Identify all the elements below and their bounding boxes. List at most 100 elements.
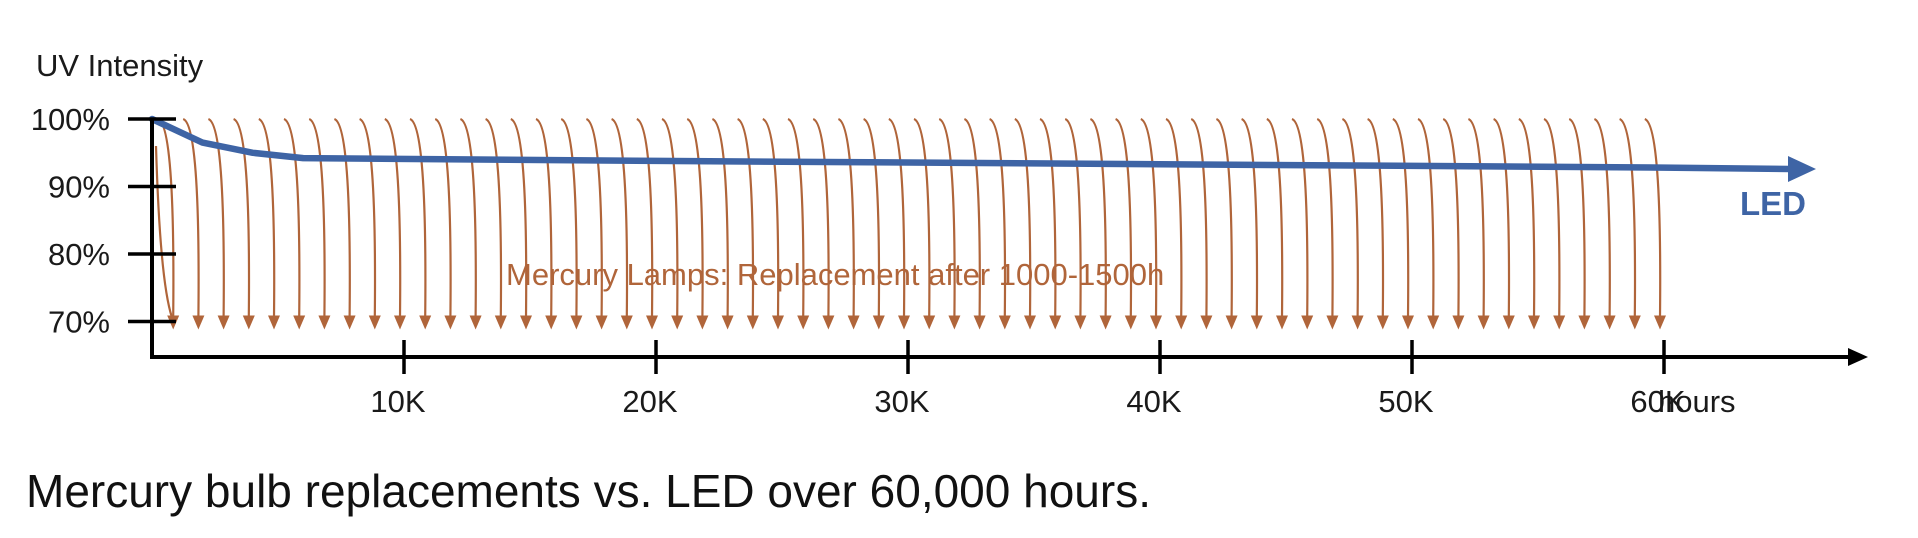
mercury-lamp-curve	[1089, 117, 1107, 318]
mercury-lamp-arrowhead	[1628, 315, 1641, 330]
mercury-lamp-arrowhead	[520, 315, 532, 330]
mercury-lamp-curve	[988, 117, 1007, 318]
mercury-lamp-curve	[963, 117, 981, 318]
mercury-lamp-curve	[232, 117, 251, 318]
mercury-lamp-curve	[1014, 117, 1032, 318]
mercury-lamp-curve	[154, 145, 174, 318]
mercury-lamp-curve	[434, 117, 452, 318]
mercury-lamp-arrowhead	[1200, 315, 1213, 330]
x-tick-label: 10K	[370, 384, 425, 419]
mercury-lamp-arrowhead	[1603, 315, 1616, 330]
mercury-lamp-arrowhead	[318, 315, 331, 330]
mercury-lamp-arrowhead	[671, 315, 684, 330]
mercury-lamp-curve	[459, 117, 477, 318]
mercury-lamp-curve	[510, 117, 528, 318]
mercury-lamp-arrowhead	[545, 315, 558, 330]
mercury-lamp-curve	[308, 117, 326, 318]
mercury-lamp-arrowhead	[620, 315, 633, 330]
mercury-lamp-arrowhead	[1402, 315, 1414, 330]
mercury-lamp-curve	[207, 117, 225, 318]
mercury-lamp-curve	[182, 117, 200, 318]
mercury-lamp-curve	[484, 117, 503, 318]
mercury-lamp-arrowhead	[1528, 315, 1540, 330]
mercury-lamp-curve	[837, 117, 855, 318]
mercury-lamp-arrowhead	[721, 315, 734, 330]
mercury-lamp-curve	[1064, 117, 1082, 318]
mercury-lamp-arrowhead	[1502, 315, 1515, 330]
mercury-lamp-arrowhead	[1099, 315, 1112, 330]
mercury-lamp-arrowhead	[1376, 315, 1389, 330]
figure-caption: Mercury bulb replacements vs. LED over 6…	[26, 465, 1151, 517]
mercury-lamp-curve	[1190, 117, 1208, 318]
mercury-lamp-curve	[358, 117, 377, 318]
mercury-lamp-arrowhead	[1578, 315, 1591, 330]
x-axis-label: hours	[1658, 384, 1736, 419]
y-tick-label: 90%	[48, 170, 110, 205]
mercury-lamp-arrowhead	[343, 315, 356, 330]
mercury-lamp-curve	[560, 117, 578, 318]
mercury-lamp-curve	[333, 117, 351, 318]
mercury-lamp-curve	[1165, 117, 1183, 318]
mercury-lamp-arrowhead	[923, 315, 936, 330]
mercury-lamp-curve	[1039, 117, 1057, 318]
y-tick-label: 70%	[48, 305, 110, 340]
mercury-lamp-curve	[762, 117, 780, 318]
mercury-lamp-curve	[862, 117, 881, 318]
mercury-lamp-arrowhead	[368, 315, 381, 330]
mercury-lamp-curve	[636, 117, 654, 318]
x-tick-label: 40K	[1126, 384, 1181, 419]
mercury-lamp-curve	[1291, 117, 1309, 318]
mercury-lamp-arrowhead	[293, 315, 306, 330]
mercury-lamp-arrowhead	[822, 315, 835, 330]
mercury-lamp-arrowhead	[1452, 315, 1465, 330]
mercury-lamp-curve	[1518, 117, 1536, 318]
mercury-lamp-arrowhead	[1654, 315, 1666, 330]
mercury-lamp-curve	[1618, 117, 1637, 318]
mercury-lamp-arrowhead	[1427, 315, 1440, 330]
mercury-lamp-curve	[1240, 117, 1259, 318]
y-tick-label: 80%	[48, 237, 110, 272]
mercury-lamp-curve	[1644, 117, 1662, 318]
mercury-lamp-arrowhead	[1301, 315, 1314, 330]
mercury-lamp-arrowhead	[1150, 315, 1162, 330]
mercury-lamp-arrowhead	[1351, 315, 1364, 330]
mercury-lamp-curve	[1543, 117, 1561, 318]
mercury-lamp-arrowhead	[998, 315, 1011, 330]
mercury-lamp-arrowhead	[444, 315, 457, 330]
mercury-lamp-curve	[686, 117, 704, 318]
mercury-lamp-arrowhead	[1074, 315, 1087, 330]
mercury-lamp-curve	[1140, 117, 1158, 318]
mercury-lamp-curve	[1114, 117, 1133, 318]
mercury-lamp-arrowhead	[1049, 315, 1062, 330]
mercury-lamp-arrowhead	[772, 315, 784, 330]
mercury-lamp-arrowhead	[746, 315, 759, 330]
x-tick-label: 20K	[622, 384, 677, 419]
mercury-lamp-curve	[1568, 117, 1586, 318]
mercury-lamp-arrowhead	[847, 315, 860, 330]
mercury-lamp-curve	[535, 117, 553, 318]
mercury-lamp-curve	[409, 117, 427, 318]
mercury-annotation: Mercury Lamps: Replacement after 1000-15…	[506, 257, 1164, 292]
mercury-lamp-curve	[736, 117, 755, 318]
x-tick-label: 30K	[874, 384, 929, 419]
mercury-lamp-curve	[787, 117, 805, 318]
mercury-lamp-curve	[661, 117, 679, 318]
mercury-lamp-arrowhead	[872, 315, 885, 330]
led-line	[148, 115, 1794, 173]
mercury-lamp-arrowhead	[394, 315, 406, 330]
mercury-lamp-arrowhead	[1477, 315, 1490, 330]
mercury-lamp-curve	[1316, 117, 1334, 318]
mercury-lamp-arrowhead	[898, 315, 910, 330]
mercury-lamp-curve	[585, 117, 603, 318]
mercury-lamp-curve	[1593, 117, 1611, 318]
led-arrowhead	[1788, 155, 1816, 182]
mercury-lamp-arrowhead	[494, 315, 507, 330]
x-tick-label: 60K	[1630, 384, 1685, 419]
mercury-lamp-arrowhead	[242, 315, 255, 330]
mercury-lamp-curve	[913, 117, 931, 318]
mercury-lamp-arrowhead	[948, 315, 961, 330]
mercury-lamp-arrowhead	[570, 315, 583, 330]
mercury-lamp-arrowhead	[192, 315, 205, 330]
y-tick-label: 100%	[31, 102, 110, 137]
